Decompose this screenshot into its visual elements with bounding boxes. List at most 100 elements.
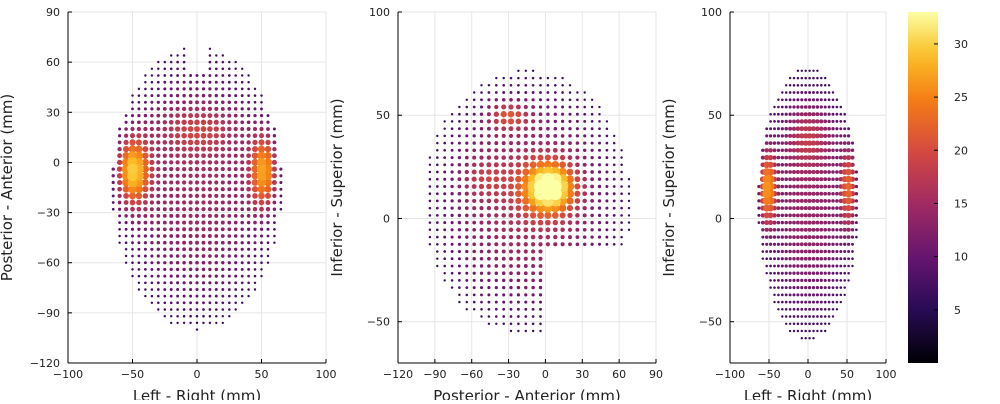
middle-point [546,126,550,131]
middle-point [583,105,587,109]
left-point [169,247,173,252]
left-point [137,281,141,285]
right-point [827,264,831,268]
left-point [156,80,160,84]
right-point [796,264,800,268]
middle-point [486,148,491,153]
right-point [807,213,812,218]
right-point [842,148,847,153]
left-point [189,314,192,318]
right-point [808,293,812,297]
right-point [808,98,812,102]
right-point [768,227,773,232]
middle-point [450,163,454,167]
left-point [182,47,186,50]
right-point [764,220,770,226]
middle-point [487,256,491,261]
left-point [182,207,187,212]
right-point [823,84,827,87]
middle-point [471,191,477,196]
right-point [807,191,812,196]
left-point [175,167,180,172]
left-point [188,153,193,159]
middle-x-axis-label: Posterior - Anterior (mm) [433,387,621,400]
left-point [220,227,225,232]
right-point [823,307,827,311]
left-point [227,167,232,172]
left-point [195,308,199,311]
left-point [246,113,251,118]
left-point [176,314,179,318]
middle-point [472,91,476,94]
left-point [142,200,148,205]
middle-point [627,221,631,224]
right-point [850,228,855,232]
middle-point [524,278,528,283]
right-point [811,286,816,290]
left-point [181,139,187,146]
right-point [850,141,855,145]
left-point [214,74,218,77]
right-point [781,315,784,318]
middle-point [516,278,521,283]
middle-point [465,228,469,232]
middle-point [568,105,572,109]
middle-point [543,160,552,169]
right-point [827,170,831,174]
middle-point [523,126,528,131]
left-point [182,281,186,285]
left-point [195,321,199,325]
right-point [827,191,831,196]
left-point [247,241,251,245]
middle-point [486,162,492,168]
left-point [253,227,257,231]
right-point [769,127,773,131]
middle-point [465,235,469,239]
middle-point [508,155,514,160]
left-point [272,200,277,205]
right-point [846,141,851,145]
left-point [176,288,180,291]
middle-point [566,205,574,212]
left-point [234,281,238,285]
middle-point [605,228,609,232]
middle-point [620,163,623,167]
left-point [227,94,231,98]
middle-point [515,111,522,118]
left-point [149,166,155,172]
right-point [784,249,788,254]
right-point [768,134,773,138]
right-point [780,163,785,167]
left-point [149,159,155,165]
middle-point [545,234,551,240]
left-point [169,54,173,57]
middle-point [568,242,572,247]
middle-point [531,76,535,80]
middle-point [576,98,579,102]
middle-point [605,134,609,138]
left-y-tick-label: 30 [46,106,60,119]
middle-point [428,214,432,217]
middle-point [560,134,565,138]
left-point [221,314,225,318]
right-point [764,235,769,239]
left-point [227,133,232,138]
left-point [194,106,200,112]
right-point [773,293,776,297]
middle-point [582,176,587,182]
middle-point [472,293,476,297]
middle-point [435,214,439,217]
left-point [233,194,238,198]
left-point [137,288,141,291]
left-point [240,167,245,172]
left-point [143,126,148,132]
right-point [780,249,784,254]
middle-point [590,220,594,225]
middle-point [443,221,447,225]
middle-point [435,228,439,232]
right-point [827,199,831,203]
right-point [804,69,807,73]
middle-point [501,104,507,110]
middle-point [508,183,514,190]
right-point [835,242,839,246]
